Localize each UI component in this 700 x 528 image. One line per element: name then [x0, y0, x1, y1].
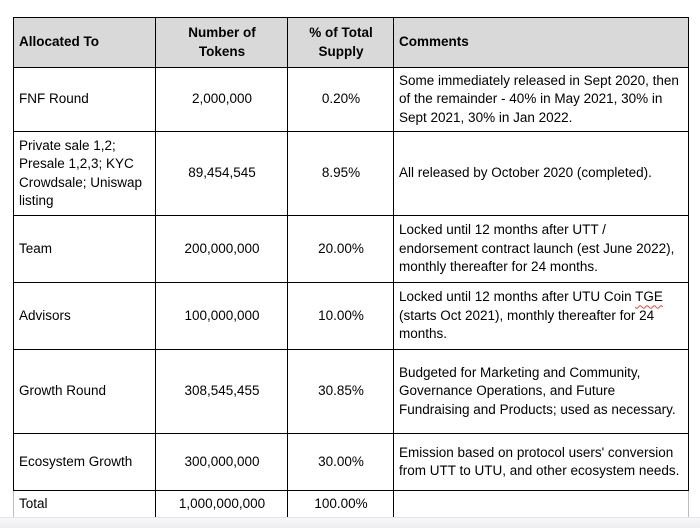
cell-comment: Locked until 12 months after UTU Coin TG… — [393, 282, 689, 350]
cell-allocated-to: Team — [13, 215, 156, 283]
table-row: Team 200,000,000 20.00% Locked until 12 mon… — [13, 215, 689, 283]
cell-allocated-to: Ecosystem Growth — [13, 433, 156, 491]
column-header-2: % of Total Supply — [287, 17, 394, 68]
cell-token-count: 308,545,455 — [155, 349, 288, 434]
cell-supply-percent: 8.95% — [287, 131, 394, 216]
token-allocation-table: Allocated To Number of Tokens% of Total S… — [13, 17, 689, 518]
cell-comment: Locked until 12 months after UTT / endor… — [393, 215, 689, 283]
cell-supply-percent: 10.00% — [287, 282, 394, 350]
cell-allocated-to: Private sale 1,2; Presale 1,2,3; KYC Cro… — [13, 131, 156, 216]
table-row-total: Total 1,000,000,000 100.00% — [13, 490, 689, 518]
cell-token-count: 89,454,545 — [155, 131, 288, 216]
table-body: FNF Round 2,000,000 0.20% Some immediately … — [13, 67, 689, 518]
cell-allocated-to: Total — [13, 490, 156, 518]
column-header-0: Allocated To — [13, 17, 156, 68]
cell-comment: Some immediately released in Sept 2020, … — [393, 67, 689, 132]
cell-supply-percent: 0.20% — [287, 67, 394, 132]
table-row: Growth Round 308,545,455 30.85% Budgeted fo… — [13, 349, 689, 434]
cell-supply-percent: 30.85% — [287, 349, 394, 434]
table-header-row: Allocated To Number of Tokens% of Total S… — [13, 17, 689, 68]
cell-token-count: 1,000,000,000 — [155, 490, 288, 518]
page-edge-shadow — [0, 517, 700, 528]
cell-allocated-to: FNF Round — [13, 67, 156, 132]
spellcheck-flagged-word: TGE — [635, 289, 663, 305]
cell-comment: Emission based on protocol users' conver… — [393, 433, 689, 491]
cell-allocated-to: Growth Round — [13, 349, 156, 434]
cell-supply-percent: 100.00% — [287, 490, 394, 518]
cell-supply-percent: 30.00% — [287, 433, 394, 491]
column-header-1: Number of Tokens — [155, 17, 288, 68]
cell-comment: Budgeted for Marketing and Community, Go… — [393, 349, 689, 434]
cell-supply-percent: 20.00% — [287, 215, 394, 283]
cell-token-count: 200,000,000 — [155, 215, 288, 283]
table-row: Private sale 1,2; Presale 1,2,3; KYC Cro… — [13, 131, 689, 216]
table-row: Advisors 100,000,000 10.00% Locked until 12… — [13, 282, 689, 350]
cell-token-count: 300,000,000 — [155, 433, 288, 491]
cell-allocated-to: Advisors — [13, 282, 156, 350]
table-row: Ecosystem Growth 300,000,000 30.00% Emissio… — [13, 433, 689, 491]
cell-token-count: 100,000,000 — [155, 282, 288, 350]
cell-token-count: 2,000,000 — [155, 67, 288, 132]
cell-comment — [393, 490, 689, 518]
column-header-3: Comments — [393, 17, 689, 68]
cell-comment: All released by October 2020 (completed)… — [393, 131, 689, 216]
table-row: FNF Round 2,000,000 0.20% Some immediately … — [13, 67, 689, 132]
